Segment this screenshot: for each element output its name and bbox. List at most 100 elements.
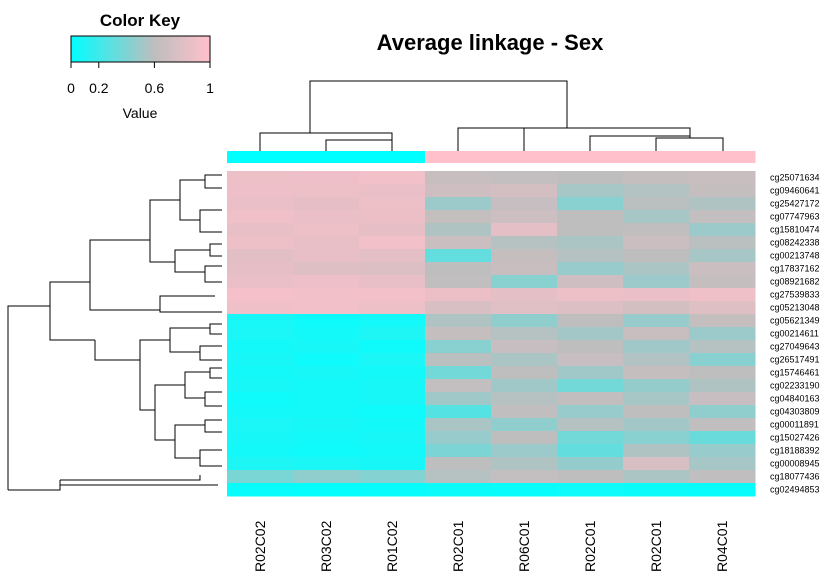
heatmap-cell [623, 262, 690, 276]
heatmap-cell [359, 301, 426, 315]
column-label: R04C01 [714, 520, 730, 572]
heatmap-cell [359, 418, 426, 432]
heatmap-cell [557, 457, 624, 471]
heatmap-cell [623, 483, 690, 497]
heatmap-cell [425, 353, 492, 367]
heatmap-cell [227, 210, 294, 224]
column-dendrogram [259, 80, 724, 151]
heatmap-cell [227, 457, 294, 471]
row-label: cg00214611 [770, 329, 819, 339]
heatmap-cell [689, 379, 756, 393]
heatmap-cell [227, 431, 294, 445]
color-key-tick-label: 1 [206, 80, 214, 96]
heatmap-cell [557, 184, 624, 198]
heatmap-cell [557, 353, 624, 367]
heatmap-cell [227, 418, 294, 432]
heatmap-cell [689, 314, 756, 328]
heatmap-cell [359, 483, 426, 497]
heatmap-cell [293, 288, 360, 302]
heatmap-cell [293, 379, 360, 393]
heatmap-cell [623, 418, 690, 432]
heatmap-cell [425, 379, 492, 393]
heatmap-cell [359, 353, 426, 367]
color-key-title: Color Key [100, 11, 181, 30]
heatmap-cell [359, 262, 426, 276]
heatmap-cell [689, 470, 756, 484]
heatmap-cell [293, 405, 360, 419]
heatmap-cell [623, 223, 690, 237]
heatmap-cell [359, 210, 426, 224]
column-label: R02C01 [648, 520, 664, 572]
chart-title: Average linkage - Sex [377, 30, 604, 55]
heatmap-cell [623, 405, 690, 419]
heatmap-cell [689, 340, 756, 354]
heatmap-cell [623, 275, 690, 289]
heatmap-cell [557, 327, 624, 341]
column-sex-color-cell [557, 151, 624, 163]
heatmap-cell [689, 327, 756, 341]
heatmap-cell [689, 236, 756, 250]
heatmap-cell [425, 457, 492, 471]
heatmap-cell [623, 301, 690, 315]
heatmap-cell [293, 275, 360, 289]
column-sex-color-cell [689, 151, 756, 163]
heatmap-cell [425, 210, 492, 224]
heatmap-cell [491, 197, 558, 211]
heatmap-cell [689, 301, 756, 315]
row-label: cg09460641 [770, 186, 820, 196]
heatmap-cell [227, 236, 294, 250]
heatmap-cell [359, 171, 426, 185]
heatmap-cell [359, 379, 426, 393]
column-label: R02C02 [252, 520, 268, 572]
row-label: cg00008945 [770, 459, 820, 469]
column-label: R03C02 [318, 520, 334, 572]
heatmap-cell [491, 184, 558, 198]
heatmap-cell [491, 431, 558, 445]
heatmap-cell [623, 210, 690, 224]
heatmap-cell [425, 262, 492, 276]
heatmap-cell [557, 171, 624, 185]
heatmap-cell [491, 444, 558, 458]
row-label: cg05213048 [770, 303, 820, 313]
column-sex-color-cell [491, 151, 558, 163]
heatmap-cell [425, 483, 492, 497]
heatmap-cell [227, 288, 294, 302]
heatmap-cell [359, 197, 426, 211]
row-label: cg15027426 [770, 433, 820, 443]
heatmap-cell [425, 171, 492, 185]
heatmap-cell [689, 457, 756, 471]
row-label: cg26517491 [770, 355, 820, 365]
row-label: cg27049643 [770, 342, 820, 352]
heatmap-cell [557, 314, 624, 328]
heatmap-cell [557, 444, 624, 458]
heatmap-cell [227, 314, 294, 328]
heatmap-cell [557, 236, 624, 250]
heatmap-cell [293, 301, 360, 315]
row-labels: cg25071634 cg09460641 cg25427172 cg07747963… [770, 173, 820, 495]
heatmap-cell [623, 171, 690, 185]
heatmap-cell [359, 327, 426, 341]
heatmap-cell [425, 418, 492, 432]
heatmap-cell [491, 262, 558, 276]
heatmap-cell [293, 327, 360, 341]
heatmap-cell [359, 431, 426, 445]
heatmap-cell [557, 262, 624, 276]
heatmap-cell [425, 327, 492, 341]
heatmap-cell [293, 431, 360, 445]
row-label: cg02494853 [770, 485, 820, 495]
heatmap-cell [491, 314, 558, 328]
heatmap-cell [425, 444, 492, 458]
heatmap-cell [227, 470, 294, 484]
heatmap-cell [227, 353, 294, 367]
heatmap-cell [293, 171, 360, 185]
heatmap-cell [557, 340, 624, 354]
heatmap-cell [623, 340, 690, 354]
heatmap-cell [623, 444, 690, 458]
heatmap-cell [491, 223, 558, 237]
heatmap-cell [557, 418, 624, 432]
heatmap-cell [293, 210, 360, 224]
heatmap-cell [689, 405, 756, 419]
heatmap-cell [293, 197, 360, 211]
heatmap-cell [557, 431, 624, 445]
heatmap-cell [557, 366, 624, 380]
